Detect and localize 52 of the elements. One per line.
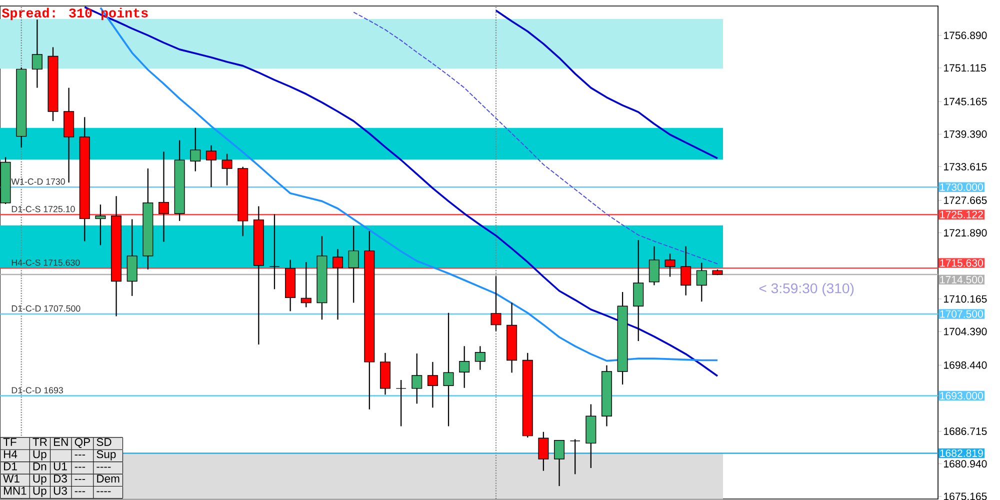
candlestick — [269, 214, 280, 290]
ref-line-label: 1714.500 — [940, 276, 983, 284]
annotation: D1-C-D 1693 — [12, 387, 63, 394]
y-tick-label: 1686.715 — [944, 428, 987, 435]
y-tick-label: 1721.890 — [944, 229, 987, 237]
candlestick — [32, 18, 42, 88]
candlestick — [648, 246, 660, 286]
ref-line-label: 1730.000 — [940, 183, 983, 191]
ref-line-label: 1707.500 — [940, 310, 983, 318]
candlestick — [190, 127, 201, 172]
candlestick — [396, 379, 406, 427]
candlestick — [158, 150, 170, 242]
line-series — [495, 10, 718, 160]
candlestick — [427, 361, 438, 408]
candlestick — [664, 253, 676, 278]
y-tick-label: 1733.615 — [944, 162, 987, 170]
candlestick — [95, 204, 106, 246]
y-tick-label: 1710.165 — [944, 295, 987, 303]
candlestick — [696, 262, 707, 302]
y-tick-label: 1751.115 — [944, 64, 986, 72]
y-tick-label: 1739.390 — [944, 130, 987, 138]
ref-line-label: 1693.000 — [940, 392, 983, 400]
y-tick-label: 1727.665 — [944, 196, 987, 204]
annotation: D1-C-S 1725.10 — [12, 206, 75, 212]
candlestick — [490, 276, 502, 332]
candlestick — [680, 246, 692, 296]
candlestick — [222, 153, 232, 186]
ref-line-label: 1725.122 — [940, 210, 983, 218]
candlestick — [538, 431, 549, 472]
ref-line-label: 1715.630 — [940, 259, 983, 267]
candlestick — [206, 144, 216, 188]
y-tick-label: 1698.440 — [944, 361, 987, 369]
candlestick — [459, 346, 470, 388]
candlestick — [332, 248, 344, 320]
text: < 3:59:30 (310) — [759, 282, 854, 296]
annotation: W1-C-D 1730 — [11, 178, 65, 185]
candlestick — [474, 346, 486, 370]
y-tick-label: 1756.890 — [944, 32, 987, 40]
candlestick — [443, 312, 454, 427]
candlestick — [348, 225, 359, 304]
candlestick — [412, 352, 422, 404]
candlestick — [633, 240, 644, 342]
candlestick — [300, 262, 312, 308]
ref-line-label: 1682.819 — [940, 449, 983, 457]
y-tick-label: 1675.165 — [944, 492, 987, 500]
annotation: H4-C-S 1715.630 — [12, 259, 80, 266]
y-tick-label: 1680.940 — [944, 460, 987, 468]
y-tick-label: 1745.165 — [944, 98, 987, 106]
annotation: D1-C-D 1707.500 — [12, 305, 80, 312]
y-tick-label: 1704.390 — [944, 328, 987, 336]
candlestick — [554, 440, 565, 487]
candlestick — [570, 438, 580, 475]
